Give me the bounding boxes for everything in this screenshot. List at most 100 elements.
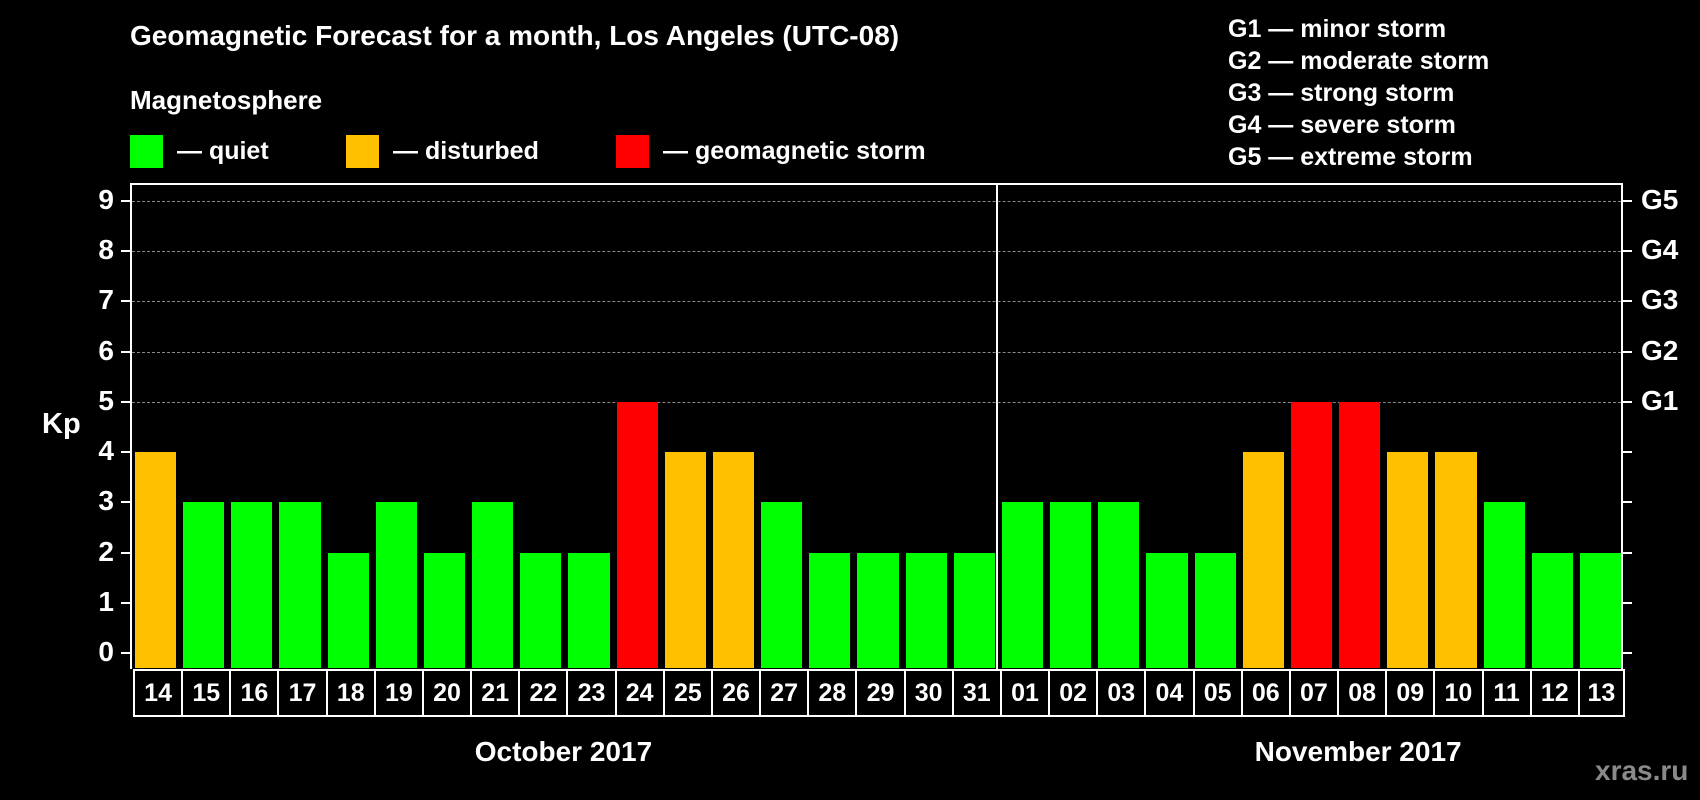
chart-title: Geomagnetic Forecast for a month, Los An… [130,20,900,51]
y-tick [121,652,130,654]
bar-11 [1483,502,1525,668]
y-tick-label: 0 [98,636,114,667]
bar-07 [1290,401,1333,668]
bar-03 [1098,502,1140,668]
bar-01 [1001,502,1044,668]
date-label: 17 [277,669,326,717]
bar-27 [761,502,803,668]
bar-04 [1146,552,1188,668]
date-label: 10 [1433,669,1482,717]
g5-legend: G5 — extreme storm [1228,143,1473,171]
plot-area [130,183,1623,669]
date-label: 24 [614,669,663,717]
bar-12 [1531,552,1573,668]
right-tick [1623,601,1632,604]
bar-24 [616,401,658,668]
date-label: 28 [807,669,856,717]
bar-25 [664,452,706,668]
date-label: 11 [1481,669,1530,717]
g1-legend: G1 — minor storm [1228,15,1447,43]
bar-10 [1435,452,1477,668]
bar-20 [423,552,466,668]
bar-28 [809,552,851,668]
date-label: 03 [1096,669,1145,717]
gridline [132,251,1621,253]
y-tick-label: 9 [98,184,114,215]
y-tick [121,250,130,253]
date-label: 06 [1240,669,1289,717]
date-label: 23 [566,669,615,717]
quiet-swatch-icon [130,134,163,168]
bar-23 [568,552,610,668]
y-tick [121,350,130,353]
bar-22 [520,552,562,668]
y-tick-label: 3 [98,485,114,517]
y-tick-label: 2 [98,535,114,567]
g-level-label: G2 [1641,334,1679,366]
bar-08 [1339,401,1381,668]
right-tick [1623,200,1632,202]
legend-disturbed-label: — disturbed [393,136,539,165]
date-label: 31 [951,669,1000,717]
g-level-label: G1 [1641,384,1679,416]
y-tick [121,451,130,454]
date-label: 27 [759,669,808,717]
date-label: 08 [1337,669,1386,717]
y-tick [121,501,130,504]
g4-legend: G4 — severe storm [1228,111,1456,139]
gridline [132,301,1621,303]
y-tick-label: 8 [98,234,114,266]
date-label: 09 [1385,669,1434,717]
date-label: 21 [470,669,519,717]
bar-17 [279,502,321,668]
date-label: 15 [181,669,230,717]
disturbed-swatch-icon [346,134,379,168]
date-label: 20 [421,669,471,717]
y-tick [121,601,130,604]
date-label: 19 [373,669,422,717]
bar-02 [1050,502,1092,668]
y-tick-label: 5 [98,384,114,416]
right-tick [1623,451,1632,454]
legend-quiet-label: — quiet [177,136,269,165]
y-tick-label: 6 [98,334,114,366]
bar-19 [375,502,417,668]
date-label: 05 [1192,669,1241,717]
date-label: 22 [518,669,567,717]
right-tick [1623,652,1632,654]
y-tick [121,200,130,202]
y-tick-label: 4 [98,435,114,467]
y-axis-label: Kp [42,408,81,440]
date-label: 30 [903,669,952,717]
g3-legend: G3 — strong storm [1228,79,1455,107]
date-label: 16 [229,669,278,717]
date-label: 04 [1144,669,1193,717]
right-tick [1623,400,1632,403]
y-tick-label: 1 [98,585,114,617]
gridline [132,201,1621,202]
g-scale-legend: G1 — minor storm G2 — moderate storm G3 … [1228,13,1489,173]
bar-21 [472,502,514,668]
y-tick-label: 7 [98,284,114,316]
bar-29 [857,552,899,668]
bar-13 [1579,552,1621,668]
g-level-label: G4 [1641,234,1679,266]
date-label: 12 [1529,669,1578,717]
storm-swatch-icon [616,134,649,168]
date-label: 14 [133,669,182,717]
bar-09 [1387,452,1429,668]
bar-14 [135,452,177,668]
bar-16 [231,502,273,668]
legend-storm-label: — geomagnetic storm [663,136,926,165]
y-tick [121,300,130,303]
legend-disturbed: — disturbed [346,134,539,168]
bar-05 [1194,552,1236,668]
bar-18 [327,552,369,668]
right-tick [1623,501,1632,504]
gridline [132,351,1621,353]
bar-15 [183,502,225,668]
g-level-label: G5 [1641,184,1679,215]
bar-26 [712,452,755,668]
right-tick [1623,250,1632,253]
right-tick [1623,300,1632,303]
